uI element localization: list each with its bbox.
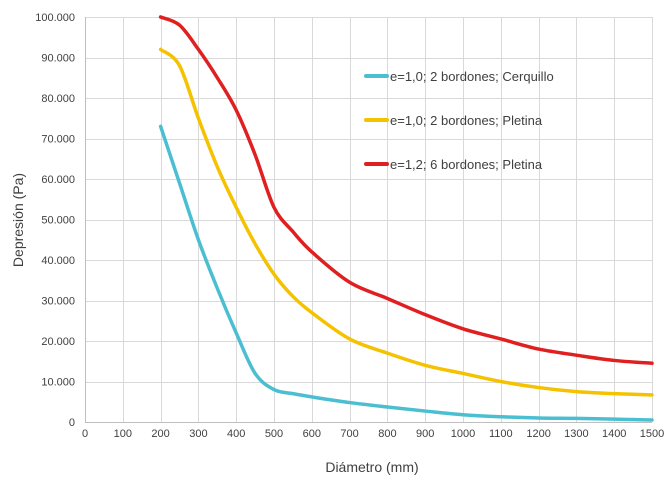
x-tick-label: 500 xyxy=(265,428,283,440)
x-tick-label: 700 xyxy=(340,428,358,440)
y-tick-label: 100.000 xyxy=(35,12,75,24)
legend-label: e=1,0; 2 bordones; Pletina xyxy=(390,113,543,128)
grid xyxy=(85,17,653,422)
legend-item: e=1,2; 6 bordones; Pletina xyxy=(364,157,543,172)
series-line-2 xyxy=(158,47,654,397)
series-lines xyxy=(158,15,654,422)
y-tick-label: 90.000 xyxy=(41,53,75,65)
x-tick-label: 1000 xyxy=(451,428,475,440)
x-tick-label: 1400 xyxy=(602,428,626,440)
y-tick-label: 30.000 xyxy=(41,296,75,308)
y-tick-label: 70.000 xyxy=(41,134,75,146)
legend-item: e=1,0; 2 bordones; Pletina xyxy=(364,113,543,128)
y-tick-label: 60.000 xyxy=(41,174,75,186)
x-tick-labels: 0 100 200 300 400 500 600 700 800 900 1000 1100 1200… xyxy=(82,428,664,440)
axes xyxy=(85,17,652,423)
x-tick-label: 300 xyxy=(189,428,207,440)
x-tick-label: 1200 xyxy=(526,428,550,440)
legend-label: e=1,0; 2 bordones; Cerquillo xyxy=(390,69,554,84)
legend-item: e=1,0; 2 bordones; Cerquillo xyxy=(364,69,554,84)
legend-label: e=1,2; 6 bordones; Pletina xyxy=(390,157,543,172)
x-tick-label: 900 xyxy=(416,428,434,440)
legend: e=1,0; 2 bordones; Cerquillo e=1,0; 2 bor… xyxy=(364,69,554,172)
x-tick-label: 800 xyxy=(378,428,396,440)
x-tick-label: 100 xyxy=(114,428,132,440)
series-line-1 xyxy=(158,124,654,422)
y-tick-label: 0 xyxy=(69,417,75,429)
x-tick-label: 400 xyxy=(227,428,245,440)
y-tick-label: 40.000 xyxy=(41,255,75,267)
x-tick-label: 1100 xyxy=(489,428,513,440)
x-tick-label: 600 xyxy=(303,428,321,440)
x-tick-label: 0 xyxy=(82,428,88,440)
series-line-3 xyxy=(158,15,654,366)
y-axis-title: Depresión (Pa) xyxy=(10,173,26,267)
x-tick-label: 200 xyxy=(151,428,169,440)
x-tick-label: 1500 xyxy=(640,428,664,440)
y-tick-label: 20.000 xyxy=(41,336,75,348)
x-tick-label: 1300 xyxy=(564,428,588,440)
y-tick-label: 10.000 xyxy=(41,377,75,389)
x-axis-title: Diámetro (mm) xyxy=(325,459,418,475)
y-tick-label: 50.000 xyxy=(41,215,75,227)
y-tick-labels: 0 10.000 20.000 30.000 40.000 50.000 60.000 70.… xyxy=(35,12,75,429)
y-tick-label: 80.000 xyxy=(41,93,75,105)
